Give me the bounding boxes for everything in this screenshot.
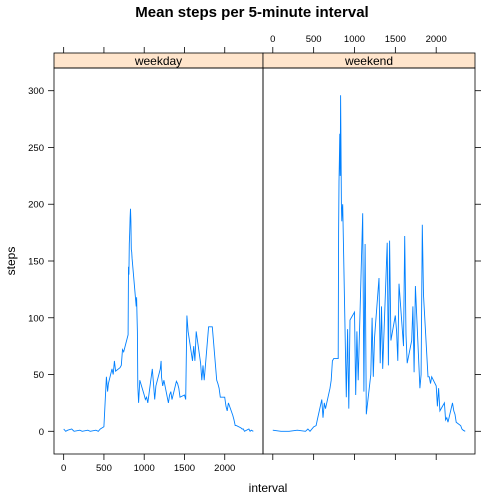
x-tick-label: 500 xyxy=(96,463,112,474)
series-line-weekday xyxy=(63,208,254,433)
x-tick-label: 0 xyxy=(61,463,66,474)
y-tick-label: 50 xyxy=(33,370,44,381)
x-axis-label: interval xyxy=(249,481,288,495)
series-weekend xyxy=(272,95,466,432)
axes: 0 50 100 150 200 250 300 0 500 1000 1500 2000 0 500 10… xyxy=(28,34,481,474)
panel-weekday: weekday xyxy=(53,52,264,455)
y-tick-label: 150 xyxy=(28,257,44,268)
x-tick-label-top: 0 xyxy=(270,34,275,45)
y-tick-label: 0 xyxy=(39,427,44,438)
x-tick-label-top: 1000 xyxy=(344,34,365,45)
y-axis-label: steps xyxy=(4,247,18,276)
series-line-weekend xyxy=(272,95,466,432)
y-tick-label: 200 xyxy=(28,200,44,211)
x-tick-label-top: 1500 xyxy=(385,34,406,45)
chart-title: Mean steps per 5-minute interval xyxy=(135,4,368,21)
y-tick-label: 250 xyxy=(28,143,44,154)
series-weekday xyxy=(63,208,254,433)
x-tick-label-top: 2000 xyxy=(426,34,447,45)
y-tick-label: 300 xyxy=(28,86,44,97)
y-tick-label: 100 xyxy=(28,313,44,324)
panel-weekend: weekend xyxy=(262,52,476,455)
x-tick-label: 1500 xyxy=(174,463,195,474)
strip-label-weekend: weekend xyxy=(344,54,393,68)
plot-area-weekend xyxy=(262,67,476,455)
plot-area-weekday xyxy=(53,67,264,455)
x-tick-label-top: 500 xyxy=(306,34,322,45)
x-tick-label: 1000 xyxy=(134,463,155,474)
strip-label-weekday: weekday xyxy=(134,54,182,68)
x-tick-label: 2000 xyxy=(214,463,235,474)
